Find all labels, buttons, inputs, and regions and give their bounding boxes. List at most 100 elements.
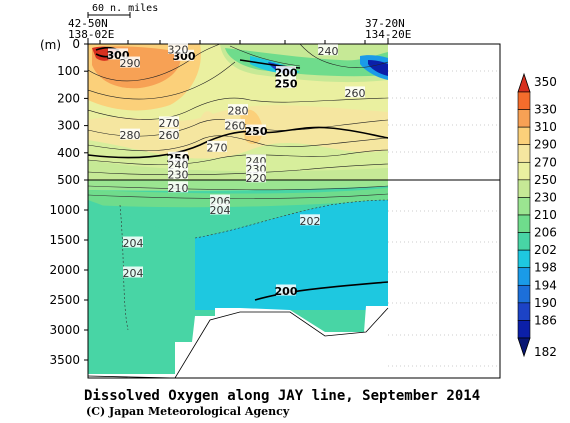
contour-label: 280 [120, 129, 141, 142]
colorbar-max-arrow [517, 72, 531, 93]
contour-label-bg [123, 266, 143, 278]
colorbar-segment [517, 267, 531, 286]
contour-label: 220 [246, 172, 267, 185]
contour-label-bg [246, 171, 266, 183]
contour-label-bg [276, 66, 296, 78]
scale-bar [87, 12, 131, 18]
colorbar-segment [517, 179, 531, 198]
contour-label-bg [174, 49, 194, 61]
colorbar-segment [517, 302, 531, 321]
contour-label-bg [123, 236, 143, 248]
colorbar-tick-label: 194 [534, 278, 557, 292]
colorbar-segment [517, 214, 531, 233]
grid-lines [388, 70, 500, 367]
lower-y-ticks: 1000 1500 2000 2500 3000 3500 [49, 203, 88, 367]
contour-label: 204 [123, 237, 144, 250]
colorbar-tick-label: 270 [534, 155, 557, 169]
contour-label: 204 [210, 204, 231, 217]
contour-label-bg [168, 181, 188, 193]
lower-contours [88, 185, 388, 331]
colorbar-tick-label: 230 [534, 190, 557, 204]
contour-label-bg [168, 158, 188, 170]
colorbar-tick-label: 182 [534, 345, 557, 359]
colorbar-tick-label: 186 [534, 313, 557, 327]
y-tick-label: 2000 [49, 263, 80, 277]
colorbar-min-arrow [517, 337, 531, 358]
contour-label: 204 [123, 267, 144, 280]
contour-label: 250 [245, 125, 268, 138]
contour-label-bg [345, 86, 365, 98]
colorbar-tick-label: 210 [534, 208, 557, 222]
colorbar-segment [517, 197, 531, 216]
lower-thick-contours [254, 281, 388, 301]
contour-label-bg [108, 48, 128, 60]
colorbar-tick-label: 198 [534, 261, 557, 275]
colorbar-tick-label: 330 [534, 103, 557, 117]
upper-y-ticks: 0 100 200 300 400 500 [57, 37, 88, 187]
colorbar-segment [517, 320, 531, 339]
colorbar-tick-label: 206 [534, 226, 557, 240]
colorbar-tick-label: 250 [534, 173, 557, 187]
contour-label-bg [228, 104, 248, 116]
sea-floor-line [87, 307, 389, 379]
colorbar-segment [517, 284, 531, 304]
left-station-lon: 138-02E [68, 28, 114, 41]
chart-credit: (C) Japan Meteorological Agency [86, 405, 290, 418]
y-tick-label: 500 [57, 173, 80, 187]
colorbar-segment [517, 144, 531, 163]
contour-label: 260 [159, 129, 180, 142]
contour-label: 202 [300, 215, 321, 228]
contour-label: 200 [275, 67, 298, 80]
contour-label-bg [210, 194, 230, 206]
contour-label-bg [276, 284, 296, 296]
y-tick-label: 0 [72, 37, 80, 51]
colorbar-tick-label: 290 [534, 138, 557, 152]
contour-label-bg [246, 162, 266, 174]
contour-label-bg [225, 119, 245, 131]
contour-label-bg [300, 214, 320, 226]
y-tick-label: 400 [57, 146, 80, 160]
contour-label-bg [210, 203, 230, 215]
right-station-lat: 37-20N [365, 17, 405, 30]
contour-label: 280 [228, 105, 249, 118]
colorbar-tick-label: 310 [534, 120, 557, 134]
y-tick-label: 3000 [49, 323, 80, 337]
colorbar-tick-label: 350 [534, 75, 557, 89]
contour-label: 200 [275, 285, 298, 298]
contour-label-bg [120, 56, 140, 68]
contour-label: 270 [159, 117, 180, 130]
colorbar-segment [517, 126, 531, 146]
contour-label: 260 [225, 120, 246, 133]
contour-label-bg [168, 42, 188, 54]
left-station-lat: 42-50N [68, 17, 108, 30]
colorbar-segment [517, 232, 531, 251]
contour-label-bg [168, 168, 188, 180]
contour-label-bg [168, 151, 188, 163]
contour-label-bg [276, 76, 296, 88]
colorbar-segment [517, 109, 531, 128]
y-axis-unit-label: (m) [40, 38, 61, 52]
contour-label-bg [159, 116, 179, 128]
plot-frame [87, 43, 501, 379]
contour-label: 260 [345, 87, 366, 100]
contour-label: 290 [120, 57, 141, 70]
contour-label: 320 [168, 43, 189, 56]
y-tick-label: 1500 [49, 233, 80, 247]
contour-label: 270 [207, 141, 228, 154]
sea-floor-mask [88, 306, 388, 378]
chart-title: Dissolved Oxygen along JAY line, Septemb… [84, 388, 480, 404]
contour-label: 250 [275, 77, 298, 90]
contour-label-bg [120, 128, 140, 140]
colorbar-tick-label: 202 [534, 243, 557, 257]
contour-label: 230 [168, 169, 189, 182]
contour-label-bg [318, 44, 338, 56]
contour-label: 210 [168, 182, 189, 195]
colorbar-tick-label: 190 [534, 296, 557, 310]
contour-label: 240 [318, 45, 339, 58]
scale-bar-label: 60 n. miles [92, 3, 158, 14]
right-station-lon: 134-20E [365, 28, 411, 41]
colorbar: 350 330 310 290 270 250 230 210 206 202 198 194 190 1… [517, 72, 557, 359]
colorbar-segment [517, 91, 531, 110]
